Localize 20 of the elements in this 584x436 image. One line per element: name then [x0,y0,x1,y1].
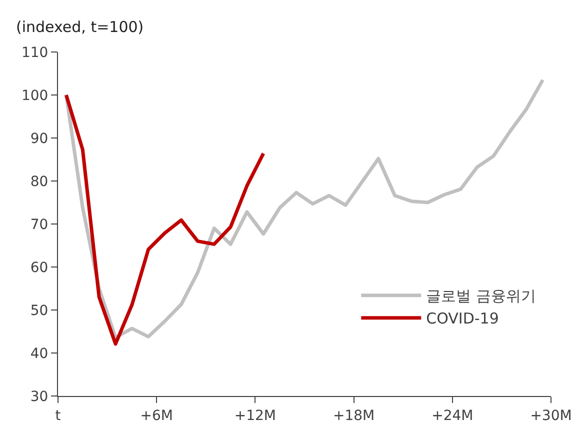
x-tick-label: +18M [332,408,375,424]
y-tick-label: 50 [30,302,48,319]
y-tick-label: 100 [21,88,48,104]
y-tick-label: 40 [30,346,48,362]
y-tick-label: 80 [30,174,48,190]
x-tick-label: +6M [140,408,173,424]
line-series [64,78,545,340]
y-tick-label: 30 [30,388,48,405]
x-tick-label: +12M [234,408,276,424]
legend-label: 글로벌 금융위기 [426,287,536,306]
y-tick-label: 90 [30,130,48,147]
line-series [64,93,266,346]
y-tick-label: 110 [21,44,48,61]
legend-label: COVID-19 [426,310,499,328]
x-tick-label: t [55,408,62,424]
x-tick-label: +30M [530,408,572,424]
y-axis-title: (indexed, t=100) [16,18,144,36]
x-tick-label: +24M [432,408,474,424]
y-tick-label: 60 [30,260,48,276]
y-tick-label: 70 [30,216,48,233]
